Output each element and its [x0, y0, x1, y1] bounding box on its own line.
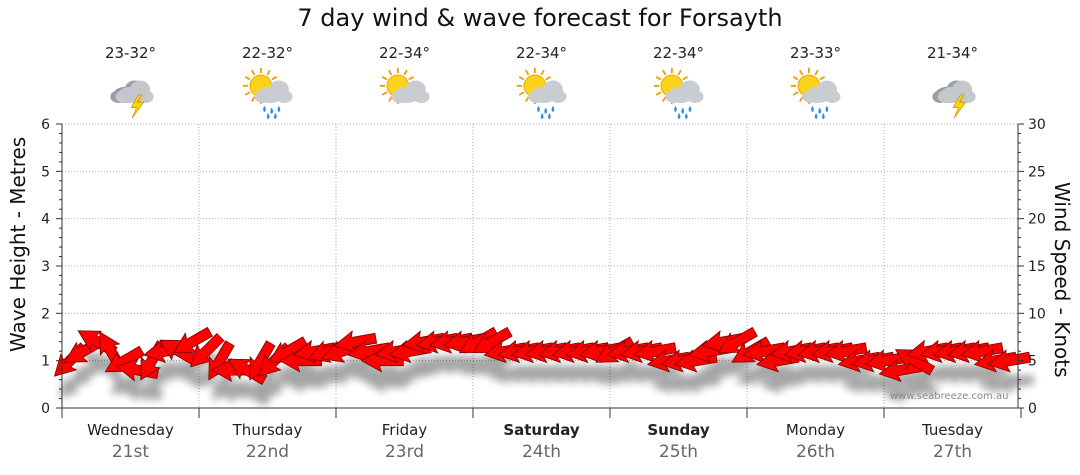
x-tick-label-date: 27th	[932, 442, 973, 462]
y-tick-label-right: 15	[1028, 259, 1046, 275]
sun-cloud-rain-icon	[512, 66, 574, 126]
sun-cloud-rain-icon	[649, 66, 711, 126]
y-tick-label-right: 25	[1028, 164, 1046, 180]
x-tick-label-date: 23rd	[384, 442, 425, 462]
y-tick-label-right: 30	[1028, 117, 1046, 133]
y-tick-label-left: 5	[41, 164, 50, 180]
y-tick-label-left: 2	[41, 306, 50, 322]
chart-title: 7 day wind & wave forecast for Forsayth	[297, 4, 783, 32]
x-tick-label-date: 22nd	[245, 442, 290, 462]
y-tick-label-right: 20	[1028, 212, 1046, 228]
y-tick-label-left: 1	[41, 354, 50, 370]
y-tick-label-right: 5	[1028, 354, 1037, 370]
x-tick-label-day: Tuesday	[921, 421, 984, 439]
day-temperature-range: 22-32°	[241, 44, 294, 62]
y-axis-title-right: Wind Speed - Knots	[1050, 182, 1074, 378]
x-tick-label-day: Friday	[381, 421, 428, 439]
x-tick-label-day: Monday	[785, 421, 846, 439]
wind-arrow-shadow	[899, 371, 939, 397]
x-tick-label-date: 21st	[111, 442, 150, 462]
sun-cloud-icon	[375, 66, 437, 126]
x-tick-label-day: Wednesday	[87, 421, 174, 439]
day-temperature-range: 22-34°	[378, 44, 431, 62]
x-tick-label-day: Sunday	[647, 421, 710, 439]
y-tick-label-left: 4	[41, 212, 50, 228]
wind-arrow-shadow	[869, 372, 912, 394]
wind-arrow-shadow	[365, 371, 408, 394]
day-temperature-range: 23-32°	[104, 44, 157, 62]
wind-arrow-shadow	[283, 371, 326, 394]
wind-arrow-shadow	[883, 381, 926, 404]
day-temperature-range: 21-34°	[926, 44, 979, 62]
wind-arrow-shadow	[352, 362, 395, 385]
x-tick-label-date: 25th	[658, 442, 699, 462]
wind-arrow-mark	[987, 349, 1032, 373]
wind-arrow-shadow	[965, 362, 1008, 385]
y-tick-label-right: 0	[1028, 401, 1037, 417]
wind-arrow-shadow	[638, 362, 681, 385]
x-tick-label-day: Saturday	[503, 421, 580, 439]
x-tick-label-date: 26th	[795, 442, 836, 462]
watermark-credit: www.seabreeze.com.au	[890, 391, 1009, 402]
y-tick-label-left: 0	[41, 401, 50, 417]
wind-arrow-shadow	[232, 381, 271, 407]
y-tick-label-right: 10	[1028, 306, 1046, 322]
x-tick-label-date: 24th	[521, 442, 562, 462]
wind-arrow-shadow	[447, 353, 490, 375]
storm-cloud-icon	[923, 66, 985, 126]
wind-arrow-shadow	[215, 381, 258, 404]
wind-arrow-shadow	[828, 362, 872, 385]
y-tick-label-left: 3	[41, 259, 50, 275]
y-axis-title-left: Wave Height - Metres	[6, 136, 30, 352]
day-temperature-range: 22-34°	[515, 44, 568, 62]
storm-cloud-icon	[101, 66, 163, 126]
wind-arrow-shadow	[583, 362, 626, 385]
wind-arrow-shadow	[163, 362, 203, 388]
sun-cloud-rain-icon	[786, 66, 848, 126]
wind-arrow-shadow	[747, 362, 790, 385]
sun-cloud-rain-icon	[238, 66, 300, 126]
day-temperature-range: 22-34°	[652, 44, 705, 62]
x-tick-label-day: Thursday	[232, 421, 303, 439]
wind-arrow-shadow	[992, 372, 1035, 394]
y-tick-label-left: 6	[41, 117, 50, 133]
day-temperature-range: 23-33°	[789, 44, 842, 62]
